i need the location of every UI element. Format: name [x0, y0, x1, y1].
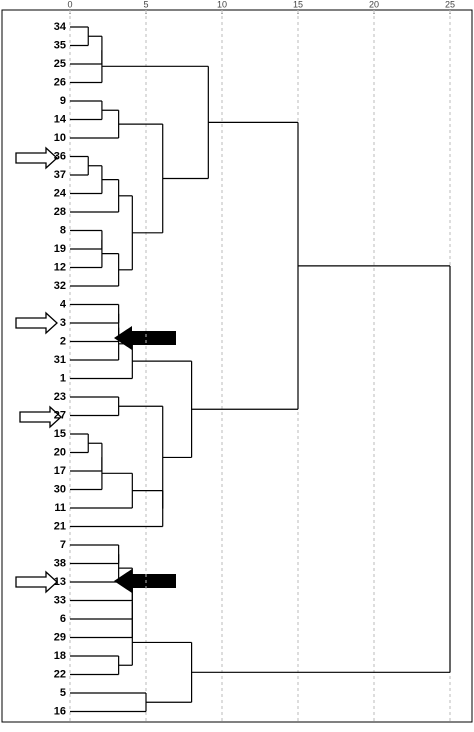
open-arrows — [15, 146, 62, 594]
filled-arrow — [114, 326, 176, 350]
leaf-label: 25 — [54, 58, 66, 70]
leaf-label: 13 — [54, 576, 66, 588]
leaf-label: 14 — [54, 113, 67, 125]
filled-arrow — [114, 569, 176, 593]
open-arrow — [19, 405, 62, 429]
leaf-label: 34 — [54, 21, 67, 33]
leaf-label: 35 — [54, 39, 66, 51]
leaf-label: 26 — [54, 76, 66, 88]
leaf-label: 11 — [54, 502, 66, 514]
x-tick-label: 10 — [217, 0, 227, 9]
leaf-label: 1 — [60, 372, 66, 384]
leaf-label: 16 — [54, 705, 66, 717]
leaf-label: 24 — [54, 187, 67, 199]
leaf-label: 15 — [54, 428, 66, 440]
open-arrow — [15, 570, 58, 594]
leaf-label: 28 — [54, 206, 66, 218]
leaf-label: 33 — [54, 594, 66, 606]
frame — [1, 9, 473, 723]
leaf-label: 38 — [54, 557, 66, 569]
leaf-label: 12 — [54, 261, 66, 273]
leaf-label: 30 — [54, 483, 66, 495]
leaf-label: 3 — [60, 317, 66, 329]
leaf-label: 9 — [60, 95, 66, 107]
open-arrow — [15, 146, 58, 170]
leaf-label: 17 — [54, 465, 66, 477]
leaf-label: 23 — [54, 391, 66, 403]
leaf-label: 27 — [54, 409, 66, 421]
leaf-label: 22 — [54, 668, 66, 680]
leaf-label: 10 — [54, 132, 66, 144]
leaf-label: 18 — [54, 650, 66, 662]
leaf-label: 5 — [60, 687, 66, 699]
x-tick-label: 0 — [67, 0, 72, 9]
open-arrow — [15, 311, 58, 335]
leaf-label: 7 — [60, 539, 66, 551]
leaf-label: 37 — [54, 169, 66, 181]
filled-arrows — [114, 326, 176, 593]
leaf-label: 2 — [60, 335, 66, 347]
x-tick-label: 5 — [143, 0, 148, 9]
leaf-label: 31 — [54, 354, 66, 366]
x-tick-label: 25 — [445, 0, 455, 9]
x-tick-label: 20 — [369, 0, 379, 9]
leaf-label: 8 — [60, 224, 66, 236]
leaf-label: 32 — [54, 280, 66, 292]
x-tick-label: 15 — [293, 0, 303, 9]
leaf-label: 4 — [60, 298, 67, 310]
leaf-label: 36 — [54, 150, 66, 162]
leaf-label: 29 — [54, 631, 66, 643]
leaf-label: 6 — [60, 613, 66, 625]
leaf-label: 19 — [54, 243, 66, 255]
leaf-label: 21 — [54, 520, 66, 532]
leaf-label: 20 — [54, 446, 66, 458]
